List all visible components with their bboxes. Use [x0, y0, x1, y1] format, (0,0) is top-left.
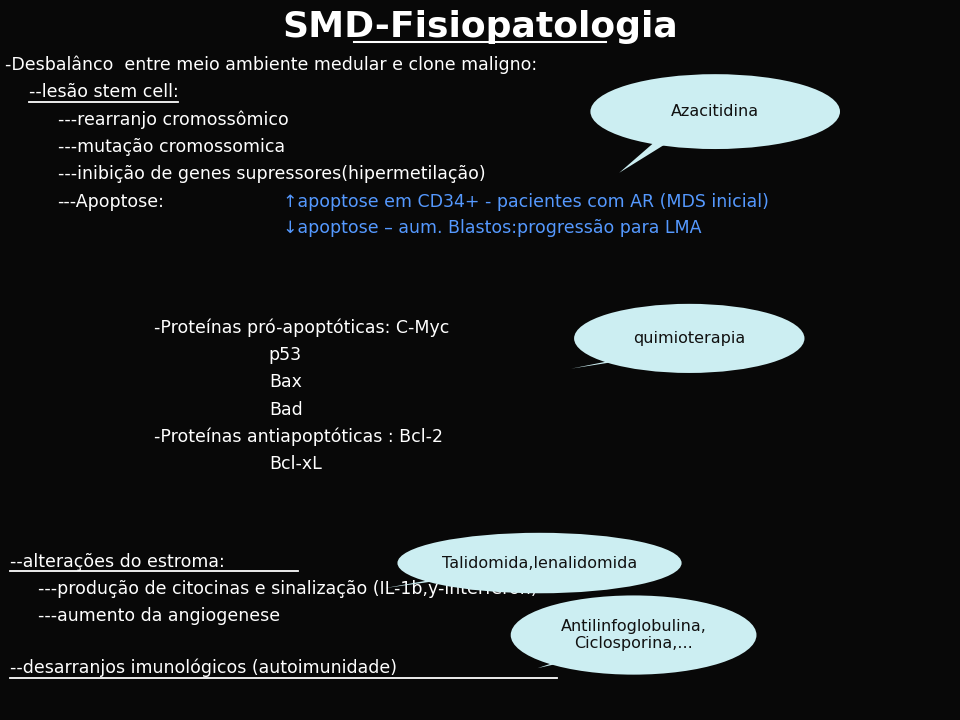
Text: quimioterapia: quimioterapia — [634, 331, 745, 346]
Text: Bax: Bax — [269, 373, 301, 392]
Text: -Proteínas pró-apoptóticas: C-Myc: -Proteínas pró-apoptóticas: C-Myc — [154, 318, 449, 337]
Text: ↑apoptose em CD34+ - pacientes com AR (MDS inicial): ↑apoptose em CD34+ - pacientes com AR (M… — [283, 192, 769, 210]
Ellipse shape — [511, 595, 756, 675]
Text: Azacitidina: Azacitidina — [671, 104, 759, 119]
Polygon shape — [384, 576, 472, 588]
Text: ---Apoptose:: ---Apoptose: — [58, 192, 164, 210]
Ellipse shape — [397, 533, 682, 593]
Text: Bcl-xL: Bcl-xL — [269, 455, 322, 474]
Text: SMD-Fisiopatologia: SMD-Fisiopatologia — [282, 9, 678, 44]
Text: ---mutação cromossomica: ---mutação cromossomica — [58, 138, 285, 156]
Ellipse shape — [590, 74, 840, 149]
Text: Antilinfoglobulina,
Ciclosporina,...: Antilinfoglobulina, Ciclosporina,... — [561, 618, 707, 651]
Polygon shape — [538, 655, 595, 668]
Text: -Desbalânco  entre meio ambiente medular e clone maligno:: -Desbalânco entre meio ambiente medular … — [5, 55, 537, 74]
Text: --lesão stem cell:: --lesão stem cell: — [29, 83, 179, 101]
Text: p53: p53 — [269, 346, 302, 364]
Polygon shape — [571, 354, 662, 369]
Text: ↓apoptose – aum. Blastos:progressão para LMA: ↓apoptose – aum. Blastos:progressão para… — [283, 219, 702, 237]
Text: --alterações do estroma:: --alterações do estroma: — [10, 553, 225, 570]
Text: ---rearranjo cromossômico: ---rearranjo cromossômico — [58, 110, 288, 129]
Text: ---aumento da angiogenese: ---aumento da angiogenese — [38, 608, 280, 625]
Text: Talidomida,lenalidomida: Talidomida,lenalidomida — [442, 556, 637, 570]
Text: --desarranjos imunológicos (autoimunidade): --desarranjos imunológicos (autoimunidad… — [10, 659, 396, 678]
Text: Bad: Bad — [269, 400, 302, 419]
Ellipse shape — [574, 304, 804, 373]
Text: ---produção de citocinas e sinalização (IL-1b,y-interferon): ---produção de citocinas e sinalização (… — [38, 580, 538, 598]
Text: ---inibição de genes supressores(hipermetilação): ---inibição de genes supressores(hiperme… — [58, 166, 485, 183]
Text: -Proteínas antiapoptóticas : Bcl-2: -Proteínas antiapoptóticas : Bcl-2 — [154, 428, 443, 446]
Polygon shape — [619, 131, 686, 173]
